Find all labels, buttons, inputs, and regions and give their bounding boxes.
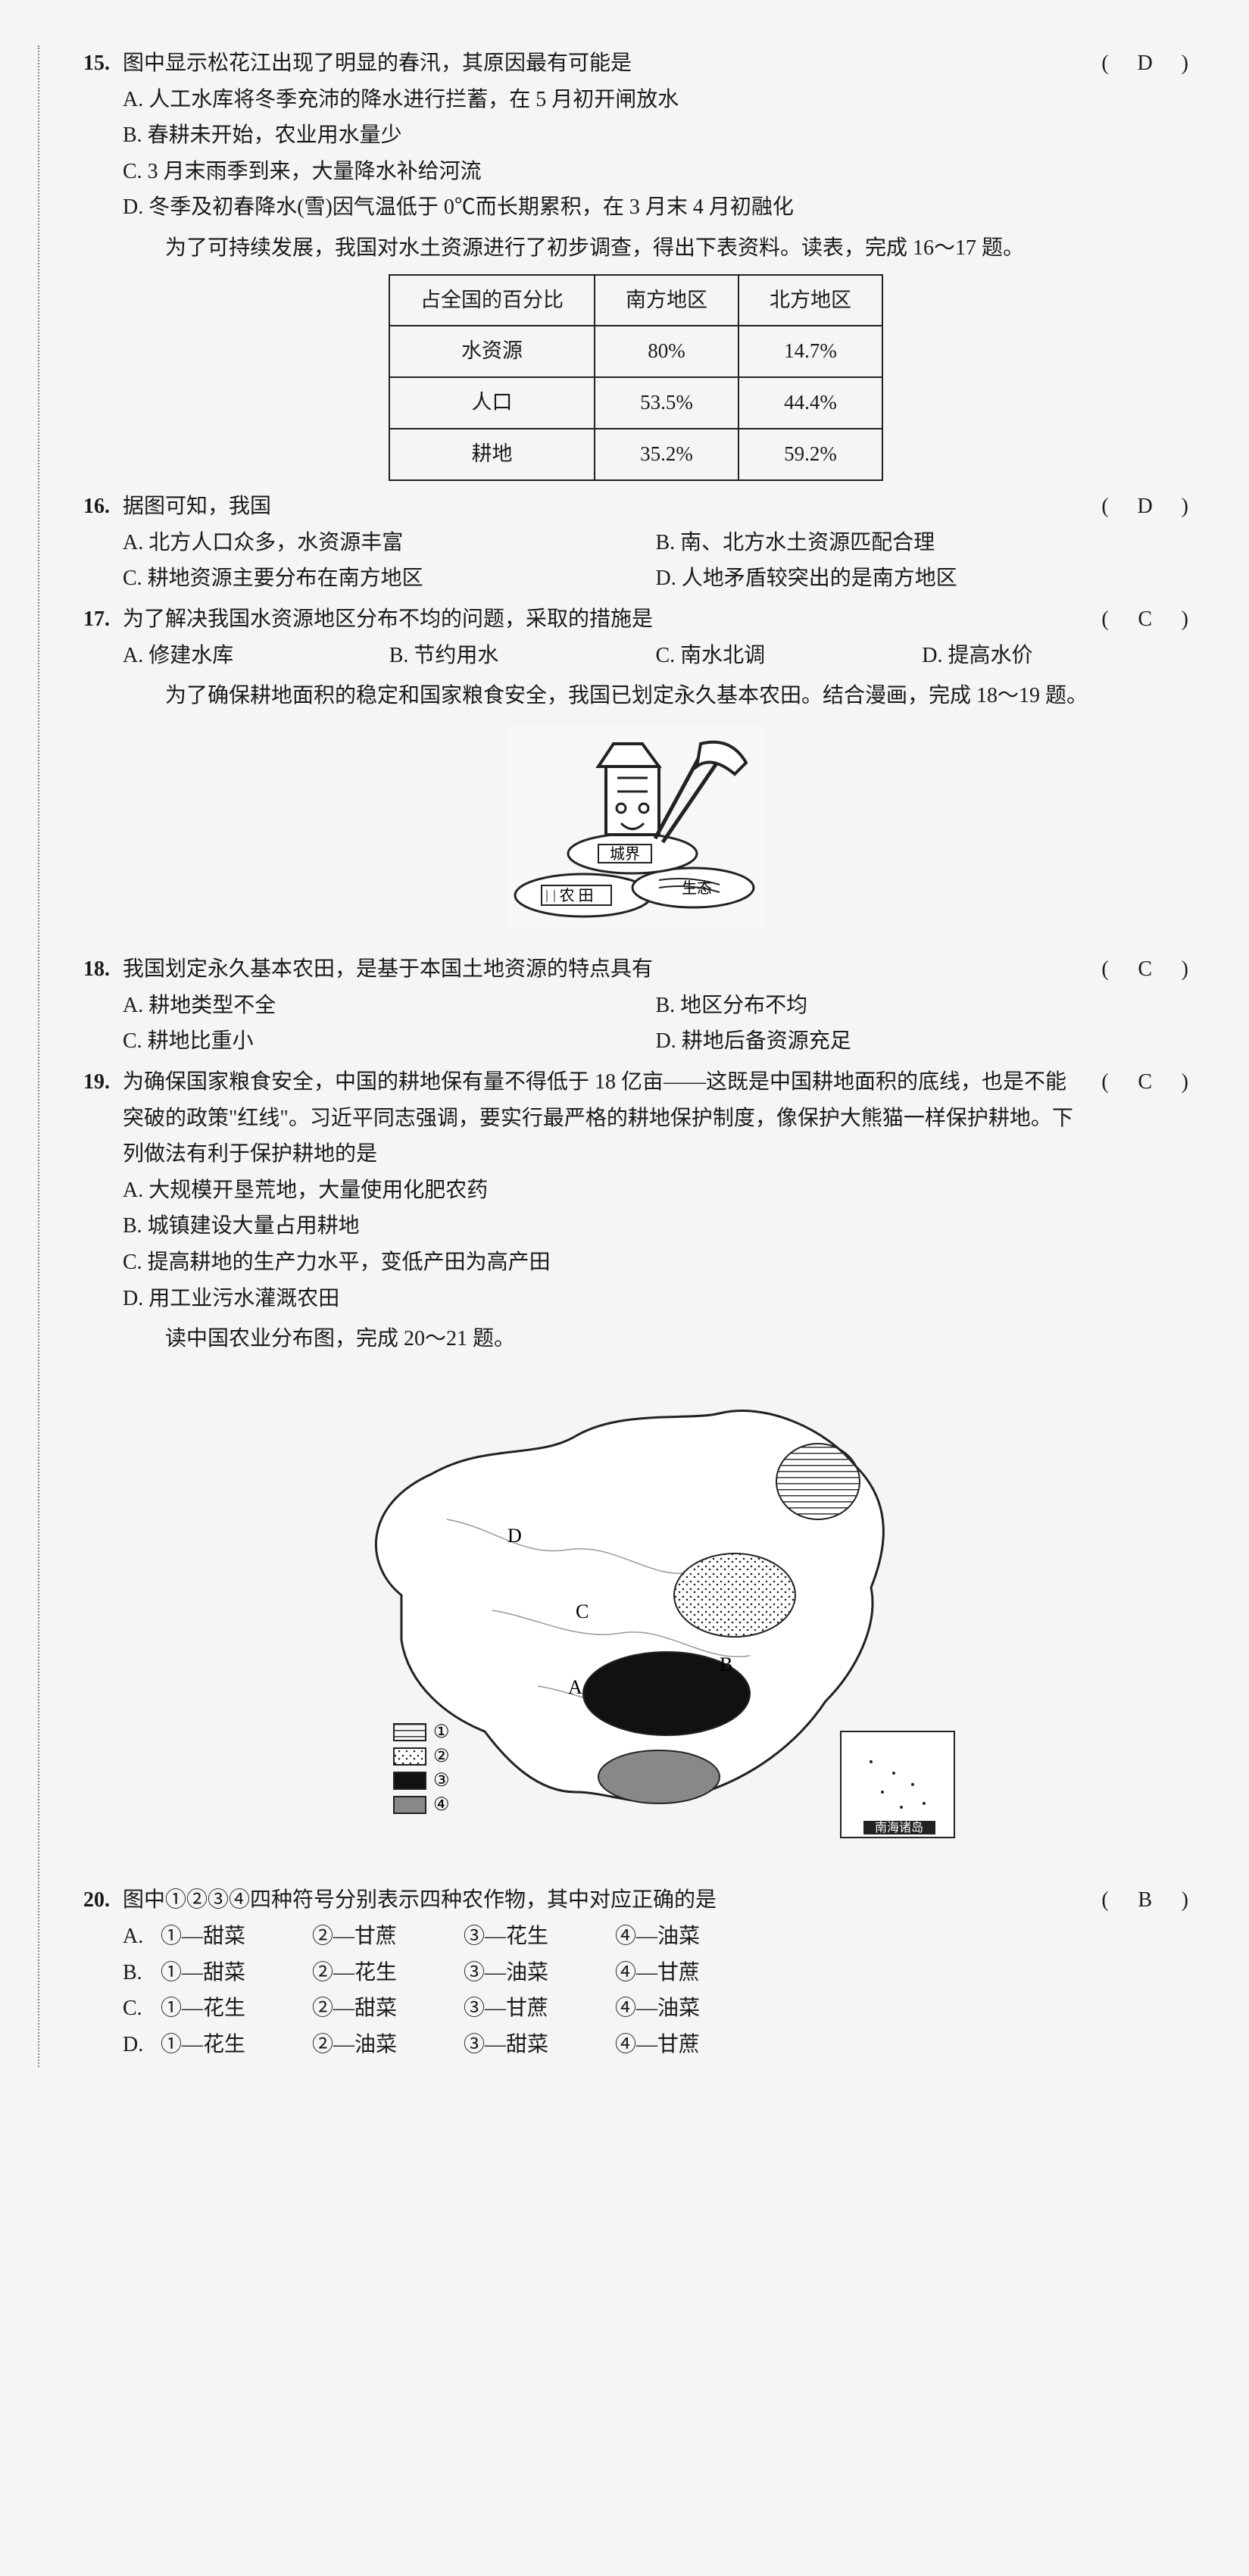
option-d[interactable]: D. 提高水价 — [922, 638, 1188, 674]
question-number: 18. — [83, 951, 123, 988]
question-20: 20. 图中①②③④四种符号分别表示四种农作物，其中对应正确的是 ( B ) A… — [83, 1882, 1188, 2062]
question-number: 20. — [83, 1882, 123, 1919]
option-a[interactable]: A. 大规模开垦荒地，大量使用化肥农药 — [123, 1172, 1188, 1209]
water-land-table: 占全国的百分比 南方地区 北方地区 水资源 80% 14.7% 人口 53.5%… — [389, 274, 883, 482]
region-c: C — [576, 1600, 589, 1622]
answer-letter: B — [1130, 1882, 1160, 1919]
answer-slot: ( C ) — [1079, 951, 1188, 988]
intro-16-17: 为了可持续发展，我国对水土资源进行了初步调查，得出下表资料。读表，完成 16～1… — [83, 230, 1188, 267]
option-b[interactable]: B. 节约用水 — [389, 638, 656, 674]
option-c[interactable]: C. 耕地比重小 — [123, 1023, 656, 1060]
option-a[interactable]: A. 耕地类型不全 — [123, 988, 656, 1024]
region-b: B — [720, 1653, 732, 1675]
option-d[interactable]: D. 用工业污水灌溉农田 — [123, 1281, 1188, 1317]
cell: 水资源 — [389, 326, 595, 377]
answer-letter: D — [1130, 45, 1160, 82]
cell: 14.7% — [738, 326, 882, 377]
question-stem: 图中显示松花江出现了明显的春汛，其原因最有可能是 — [123, 45, 1079, 82]
question-stem: 图中①②③④四种符号分别表示四种农作物，其中对应正确的是 — [123, 1882, 1079, 1919]
question-stem: 我国划定永久基本农田，是基于本国土地资源的特点具有 — [123, 951, 1079, 988]
option-c[interactable]: C. 耕地资源主要分布在南方地区 — [123, 560, 656, 597]
legend-3: ③ — [433, 1771, 450, 1791]
china-map-figure: A B C D ① ② ③ ④ 南海诸岛 — [83, 1368, 1188, 1872]
legend-4: ④ — [433, 1795, 450, 1815]
option-a[interactable]: A. 人工水库将冬季充沛的降水进行拦蓄，在 5 月初开闸放水 — [123, 82, 1188, 118]
answer-slot: ( B ) — [1079, 1882, 1188, 1919]
question-stem: 据图可知，我国 — [123, 489, 1079, 525]
th: 北方地区 — [738, 275, 882, 326]
option-c[interactable]: C. 提高耕地的生产力水平，变低产田为高产田 — [123, 1244, 1188, 1281]
answer-letter: C — [1130, 601, 1160, 638]
option-b[interactable]: B. 春耕未开始，农业用水量少 — [123, 117, 1188, 154]
answer-letter: D — [1130, 489, 1160, 525]
option-d[interactable]: D. 冬季及初春降水(雪)因气温低于 0℃而长期累积，在 3 月末 4 月初融化 — [123, 189, 1188, 226]
option-a[interactable]: A. ①—甜菜 ②—甘蔗 ③—花生 ④—油菜 — [123, 1919, 1188, 1955]
question-number: 15. — [83, 45, 123, 82]
legend-2: ② — [433, 1747, 450, 1766]
question-15: 15. 图中显示松花江出现了明显的春汛，其原因最有可能是 ( D ) A. 人工… — [83, 45, 1188, 226]
option-b[interactable]: B. 城镇建设大量占用耕地 — [123, 1208, 1188, 1244]
label-farm: 农 田 — [559, 887, 593, 904]
question-number: 17. — [83, 601, 123, 638]
cell: 耕地 — [389, 429, 595, 480]
question-18: 18. 我国划定永久基本农田，是基于本国土地资源的特点具有 ( C ) A. 耕… — [83, 951, 1188, 1060]
inset-label: 南海诸岛 — [874, 1821, 923, 1834]
answer-slot: ( C ) — [1079, 601, 1188, 638]
label-city: 城界 — [610, 845, 640, 863]
question-number: 16. — [83, 489, 123, 525]
option-c[interactable]: C. ①—花生 ②—甜菜 ③—甘蔗 ④—油菜 — [123, 1991, 1188, 2027]
region-d: D — [507, 1525, 522, 1547]
answer-letter: C — [1130, 951, 1160, 988]
cell: 人口 — [389, 377, 595, 429]
option-b[interactable]: B. 地区分布不均 — [656, 988, 1189, 1024]
question-16: 16. 据图可知，我国 ( D ) A. 北方人口众多，水资源丰富 B. 南、北… — [83, 489, 1188, 597]
answer-slot: ( D ) — [1079, 489, 1188, 525]
cell: 80% — [595, 326, 738, 377]
option-a[interactable]: A. 北方人口众多，水资源丰富 — [123, 525, 656, 561]
cell: 44.4% — [738, 377, 882, 429]
intro-18-19: 为了确保耕地面积的稳定和国家粮食安全，我国已划定永久基本农田。结合漫画，完成 1… — [83, 678, 1188, 714]
option-b[interactable]: B. ①—甜菜 ②—花生 ③—油菜 ④—甘蔗 — [123, 1955, 1188, 1991]
option-c[interactable]: C. 南水北调 — [656, 638, 923, 674]
south-sea-inset: 南海诸岛 — [841, 1731, 954, 1838]
cartoon-figure: 城界 农 田 生态 — [83, 725, 1188, 941]
answer-slot: ( D ) — [1079, 45, 1188, 82]
option-a[interactable]: A. 修建水库 — [123, 638, 389, 674]
cell: 53.5% — [595, 377, 738, 429]
intro-20-21: 读中国农业分布图，完成 20～21 题。 — [83, 1321, 1188, 1357]
cell: 59.2% — [738, 429, 882, 480]
option-c[interactable]: C. 3 月末雨季到来，大量降水补给河流 — [123, 154, 1188, 190]
th: 南方地区 — [595, 275, 738, 326]
cell: 35.2% — [595, 429, 738, 480]
th: 占全国的百分比 — [389, 275, 595, 326]
question-number: 19. — [83, 1064, 123, 1101]
option-d[interactable]: D. 人地矛盾较突出的是南方地区 — [656, 560, 1189, 597]
question-stem: 为了解决我国水资源地区分布不均的问题，采取的措施是 — [123, 601, 1079, 638]
question-17: 17. 为了解决我国水资源地区分布不均的问题，采取的措施是 ( C ) A. 修… — [83, 601, 1188, 673]
option-b[interactable]: B. 南、北方水土资源匹配合理 — [656, 525, 1189, 561]
option-d[interactable]: D. ①—花生 ②—油菜 ③—甜菜 ④—甘蔗 — [123, 2027, 1188, 2063]
question-19: 19. 为确保国家粮食安全，中国的耕地保有量不得低于 18 亿亩——这既是中国耕… — [83, 1064, 1188, 1316]
question-stem: 为确保国家粮食安全，中国的耕地保有量不得低于 18 亿亩——这既是中国耕地面积的… — [123, 1064, 1079, 1172]
answer-letter: C — [1130, 1064, 1160, 1101]
answer-slot: ( C ) — [1079, 1064, 1188, 1101]
map-legend: ① ② ③ ④ — [394, 1722, 450, 1815]
option-d[interactable]: D. 耕地后备资源充足 — [656, 1023, 1189, 1060]
region-a: A — [568, 1676, 582, 1698]
legend-1: ① — [433, 1722, 450, 1742]
